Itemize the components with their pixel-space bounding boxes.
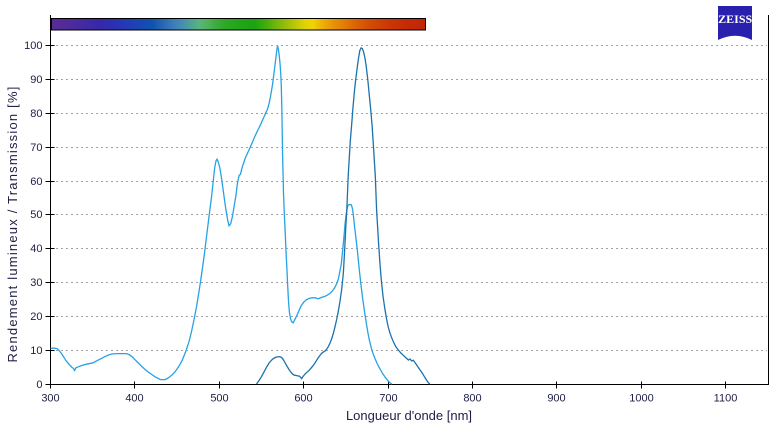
svg-text:20: 20 [30, 311, 42, 323]
svg-text:700: 700 [379, 393, 397, 405]
svg-text:90: 90 [30, 74, 42, 86]
svg-text:1000: 1000 [629, 393, 653, 405]
svg-text:ZEISS: ZEISS [718, 12, 752, 26]
svg-text:30: 30 [30, 277, 42, 289]
svg-text:1100: 1100 [714, 393, 738, 405]
svg-text:400: 400 [125, 393, 143, 405]
svg-text:70: 70 [30, 142, 42, 154]
svg-text:0: 0 [36, 379, 42, 391]
svg-text:900: 900 [547, 393, 565, 405]
svg-text:600: 600 [294, 393, 312, 405]
svg-text:60: 60 [30, 176, 42, 188]
svg-text:10: 10 [30, 345, 42, 357]
svg-text:50: 50 [30, 209, 42, 221]
svg-text:300: 300 [41, 393, 59, 405]
svg-text:Longueur d'onde [nm]: Longueur d'onde [nm] [346, 408, 472, 423]
svg-text:100: 100 [24, 40, 42, 52]
svg-text:80: 80 [30, 108, 42, 120]
svg-text:40: 40 [30, 243, 42, 255]
svg-text:Rendement lumineux / Transmiss: Rendement lumineux / Transmission [%] [5, 85, 20, 362]
svg-text:500: 500 [210, 393, 228, 405]
svg-text:800: 800 [463, 393, 481, 405]
